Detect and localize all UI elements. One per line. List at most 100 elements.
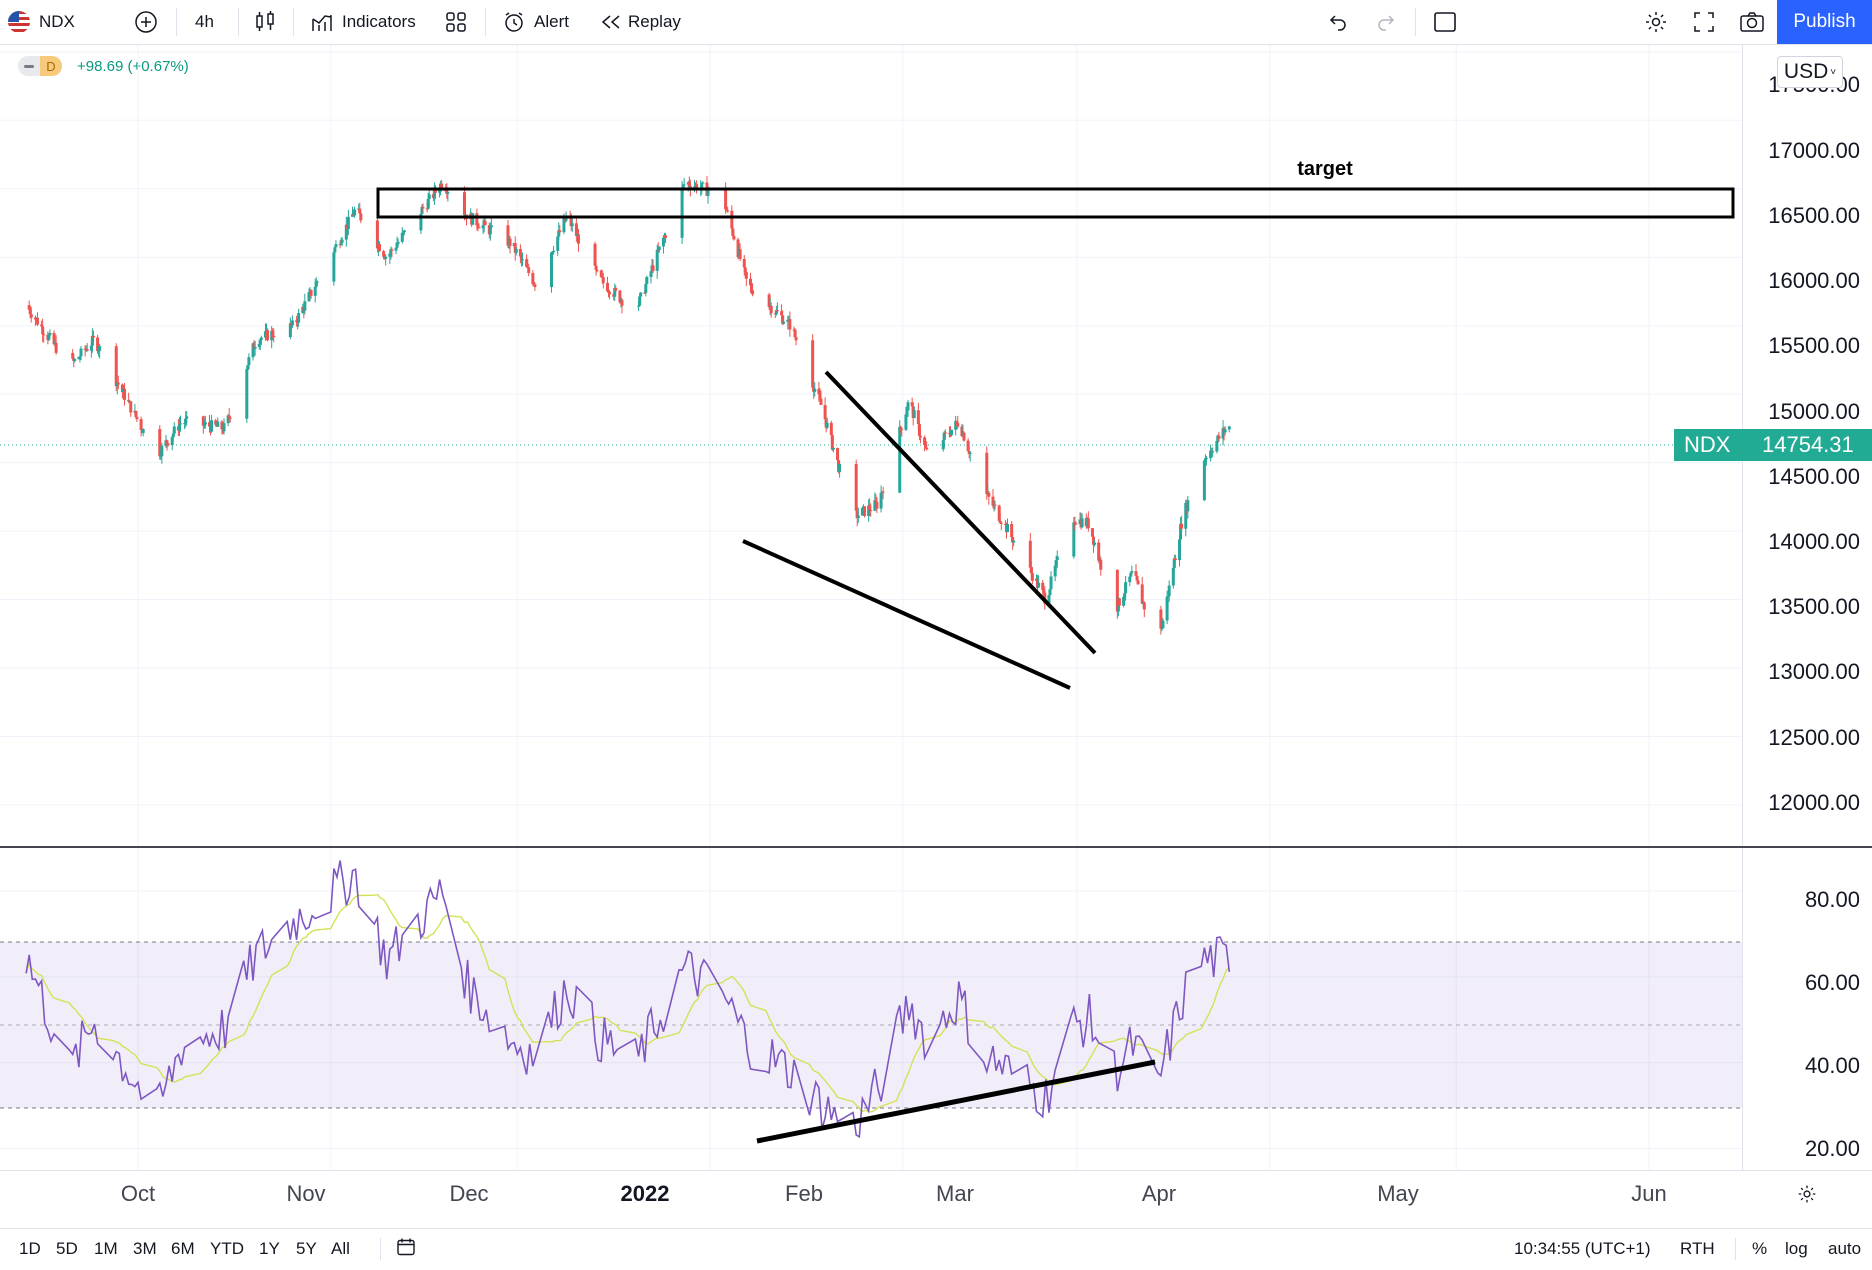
goto-date-button[interactable] — [396, 1237, 416, 1262]
candle-body — [259, 337, 263, 340]
candle-body — [595, 270, 599, 272]
candle-body — [123, 388, 127, 400]
range-5d[interactable]: 5D — [56, 1239, 78, 1258]
candle-body — [245, 369, 249, 419]
candle-body — [334, 244, 338, 248]
time-label: May — [1377, 1181, 1419, 1206]
candle-body — [813, 388, 817, 392]
candle-body — [476, 225, 480, 228]
candle-body — [333, 247, 337, 253]
candle-body — [253, 346, 257, 349]
candle-body — [1029, 567, 1033, 574]
wedge-lower-trendline[interactable] — [742, 539, 1071, 690]
compare-button[interactable] — [134, 0, 158, 44]
rsi-label: 40.00 — [1804, 1053, 1860, 1078]
replay-button[interactable]: Replay — [600, 0, 681, 44]
range-3m[interactable]: 3M — [133, 1239, 157, 1258]
candle-body — [941, 440, 945, 450]
candle-body — [774, 310, 778, 315]
candle-body — [1028, 540, 1032, 568]
visibility-toggle[interactable] — [18, 56, 40, 76]
rsi-divergence-trendline[interactable] — [756, 1059, 1156, 1144]
candle-body — [794, 337, 798, 341]
candle-body — [419, 213, 423, 231]
auto-toggle[interactable]: auto — [1828, 1239, 1862, 1258]
candle-body — [695, 184, 699, 191]
candle-body — [426, 198, 430, 209]
candle-body — [251, 343, 255, 358]
indicators-button[interactable]: Indicators — [310, 0, 416, 44]
range-1y[interactable]: 1Y — [259, 1239, 280, 1258]
range-1m[interactable]: 1M — [94, 1239, 118, 1258]
interval-label: 4h — [195, 12, 214, 31]
candle-body — [856, 515, 860, 519]
wedge-upper-trendline[interactable] — [824, 370, 1097, 655]
range-ytd[interactable]: YTD — [210, 1239, 244, 1258]
alert-button[interactable]: Alert — [502, 0, 569, 44]
fullscreen-button[interactable] — [1693, 0, 1715, 44]
candle-body — [550, 252, 554, 288]
candle-body — [811, 340, 815, 388]
undo-button[interactable] — [1327, 0, 1349, 44]
candle-body — [1173, 558, 1177, 561]
candle-body — [831, 447, 835, 450]
candle-body — [78, 356, 82, 358]
price-label: 15000.00 — [1768, 399, 1860, 424]
range-6m[interactable]: 6M — [171, 1239, 195, 1258]
candle-body — [184, 418, 188, 424]
symbol-search[interactable]: NDX — [8, 0, 75, 44]
candle-body — [558, 230, 562, 233]
candle-body — [41, 326, 45, 335]
candle-body — [297, 312, 301, 323]
fullscreen-layout-button[interactable] — [1433, 0, 1457, 44]
candle-body — [1211, 451, 1215, 453]
chart-pane[interactable]: target — [0, 45, 1742, 1170]
candle-body — [513, 243, 517, 253]
candle-body — [955, 420, 959, 423]
candle-body — [309, 289, 313, 296]
candle-body — [420, 207, 424, 214]
candle-body — [483, 221, 487, 226]
range-1d[interactable]: 1D — [19, 1239, 41, 1258]
candle-body — [116, 382, 120, 385]
candle-body — [594, 265, 598, 271]
candle-body — [228, 417, 232, 419]
range-5y[interactable]: 5Y — [296, 1239, 317, 1258]
rsi-moving-average-line — [25, 893, 1230, 1113]
candle-body — [923, 437, 927, 446]
candle-body — [258, 339, 262, 345]
candle-body — [732, 235, 736, 240]
clock[interactable]: 10:34:55 (UTC+1) — [1514, 1239, 1651, 1258]
chart-type-button[interactable] — [254, 0, 276, 44]
session-toggle[interactable]: RTH — [1680, 1239, 1715, 1258]
candle-body — [402, 230, 406, 233]
target-zone-box[interactable] — [376, 187, 1735, 219]
candle-body — [40, 324, 44, 327]
candle-body — [730, 210, 734, 229]
snapshot-button[interactable] — [1739, 0, 1765, 44]
price-label: 14000.00 — [1768, 529, 1860, 554]
range-all[interactable]: All — [331, 1239, 350, 1258]
redo-button[interactable] — [1375, 0, 1397, 44]
candle-body — [1203, 458, 1207, 461]
candle-body — [724, 187, 728, 210]
currency-selector[interactable]: USD ˅ — [1777, 56, 1843, 88]
layouts-button[interactable] — [445, 0, 467, 44]
settings-button[interactable] — [1644, 0, 1668, 44]
percent-toggle[interactable]: % — [1752, 1239, 1768, 1258]
candle-body — [781, 315, 785, 324]
log-toggle[interactable]: log — [1785, 1239, 1808, 1258]
candle-body — [203, 422, 207, 425]
axis-settings-button[interactable] — [1797, 1184, 1817, 1209]
pane-separator[interactable] — [0, 846, 1872, 848]
publish-button[interactable]: Publish — [1777, 0, 1872, 44]
candle-body — [1041, 582, 1045, 591]
candle-body — [390, 249, 394, 251]
rsi-label: 80.00 — [1804, 887, 1860, 912]
candle-body — [742, 258, 746, 268]
chart-canvas[interactable]: target — [0, 45, 1742, 1170]
candle-body — [1184, 502, 1188, 529]
candle-body — [910, 402, 914, 407]
interval-button[interactable]: 4h — [195, 0, 214, 44]
candle-body — [1130, 571, 1134, 573]
